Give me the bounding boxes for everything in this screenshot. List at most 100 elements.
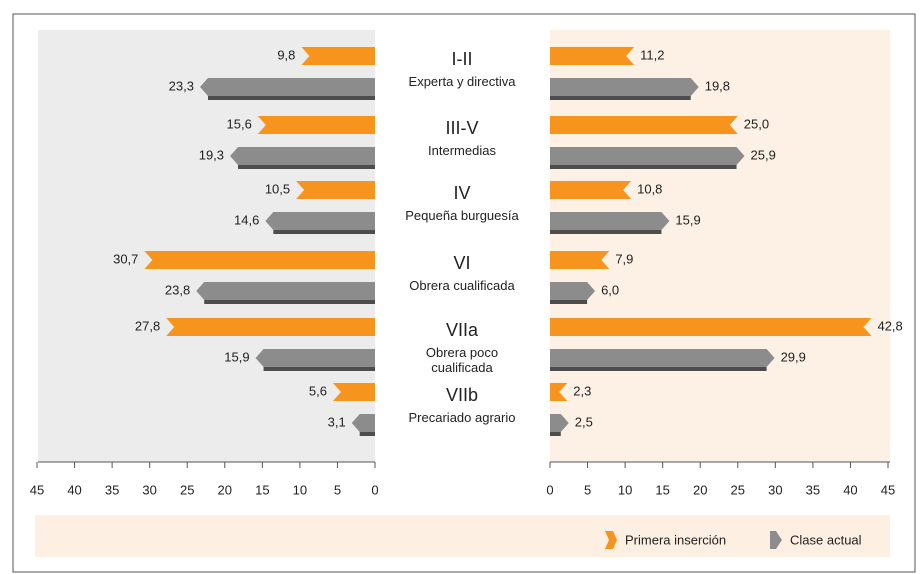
value-label: 10,5 (265, 181, 290, 196)
category-description: Obrera cualificada (409, 278, 515, 293)
bar (230, 147, 375, 165)
bar-shadow (359, 430, 375, 436)
description-text: Precariado agrario (408, 410, 516, 425)
value-label: 6,0 (601, 282, 619, 297)
bar (550, 147, 745, 165)
category-description: Obrera poco cualificada (425, 345, 499, 375)
x-tick-label: 10 (618, 482, 632, 497)
bar (550, 414, 569, 432)
value-label: 11,2 (640, 47, 664, 62)
bar-shadow (263, 365, 375, 371)
bar (550, 181, 632, 199)
bar (550, 383, 568, 401)
description-text: Experta y directiva (408, 74, 516, 89)
x-tick-label: 5 (584, 482, 591, 497)
value-label: 2,5 (575, 414, 593, 429)
value-label: 42,8 (877, 318, 902, 333)
category-code: IV (453, 183, 470, 203)
x-tick-label: 0 (546, 482, 553, 497)
category-code: VIIb (446, 385, 478, 405)
category-code: I-II (452, 49, 473, 69)
value-label: 27,8 (135, 318, 160, 333)
bar-shadow (238, 163, 375, 169)
category-description: Intermedias (428, 143, 496, 158)
value-label: 19,3 (199, 147, 224, 162)
value-label: 7,9 (615, 251, 633, 266)
description-text: Pequeña burguesía (405, 208, 519, 223)
value-label: 29,9 (781, 349, 806, 364)
value-label: 30,7 (113, 251, 138, 266)
x-tick-label: 5 (334, 482, 341, 497)
category-description: Pequeña burguesía (405, 208, 519, 223)
bar (550, 116, 738, 134)
category-code: III-V (445, 118, 478, 138)
value-label: 19,8 (705, 78, 730, 93)
x-tick-label: 30 (768, 482, 782, 497)
bar (550, 318, 872, 336)
bar (199, 78, 375, 96)
description-text: Obrera cualificada (409, 278, 515, 293)
left-panel-bg (38, 30, 375, 462)
x-tick-label: 40 (67, 482, 81, 497)
legend-label: Clase actual (790, 532, 862, 547)
bar-shadow (550, 365, 767, 371)
value-label: 10,8 (637, 181, 662, 196)
bar (550, 282, 596, 300)
x-tick-label: 0 (371, 482, 378, 497)
bar-shadow (204, 298, 375, 304)
bar-shadow (550, 430, 561, 436)
bar (550, 212, 670, 230)
bar-shadow (273, 228, 375, 234)
value-label: 23,3 (169, 78, 194, 93)
bar (301, 47, 375, 65)
x-tick-label: 35 (806, 482, 820, 497)
description-text: Obrera poco cualificada (425, 345, 499, 375)
x-tick-label: 20 (218, 482, 232, 497)
value-label: 25,9 (751, 147, 776, 162)
right-panel-bg (550, 30, 890, 462)
bar-shadow (550, 298, 588, 304)
bar-shadow (550, 228, 662, 234)
value-label: 14,6 (234, 212, 259, 227)
description-text: Intermedias (428, 143, 496, 158)
x-tick-label: 25 (731, 482, 745, 497)
bar (296, 181, 375, 199)
bar (166, 318, 375, 336)
x-tick-label: 40 (843, 482, 857, 497)
legend-bg (35, 515, 890, 557)
value-label: 5,6 (309, 383, 327, 398)
bar (332, 383, 375, 401)
value-label: 15,9 (675, 212, 700, 227)
category-description: Precariado agrario (408, 410, 516, 425)
category-code: VI (453, 253, 470, 273)
value-label: 25,0 (744, 116, 769, 131)
bar (257, 116, 375, 134)
category-code: VIIa (446, 320, 479, 340)
value-label: 9,8 (277, 47, 295, 62)
x-tick-label: 35 (105, 482, 119, 497)
bar-shadow (550, 163, 737, 169)
bar (550, 349, 775, 367)
x-tick-label: 10 (293, 482, 307, 497)
x-tick-label: 25 (180, 482, 194, 497)
bar (255, 349, 375, 367)
x-tick-label: 45 (30, 482, 44, 497)
value-label: 23,8 (165, 282, 190, 297)
legend-label: Primera inserción (625, 532, 726, 547)
category-description: Experta y directiva (408, 74, 516, 89)
bar (550, 47, 635, 65)
x-tick-label: 15 (255, 482, 269, 497)
value-label: 2,3 (573, 383, 591, 398)
bar-shadow (550, 94, 691, 100)
value-label: 15,9 (224, 349, 249, 364)
bar (144, 251, 375, 269)
value-label: 3,1 (328, 414, 346, 429)
bar (351, 414, 375, 432)
legend-swatch (605, 531, 617, 549)
x-tick-label: 15 (655, 482, 669, 497)
bar (550, 251, 610, 269)
bar-shadow (207, 94, 375, 100)
x-tick-label: 20 (693, 482, 707, 497)
x-tick-label: 30 (142, 482, 156, 497)
